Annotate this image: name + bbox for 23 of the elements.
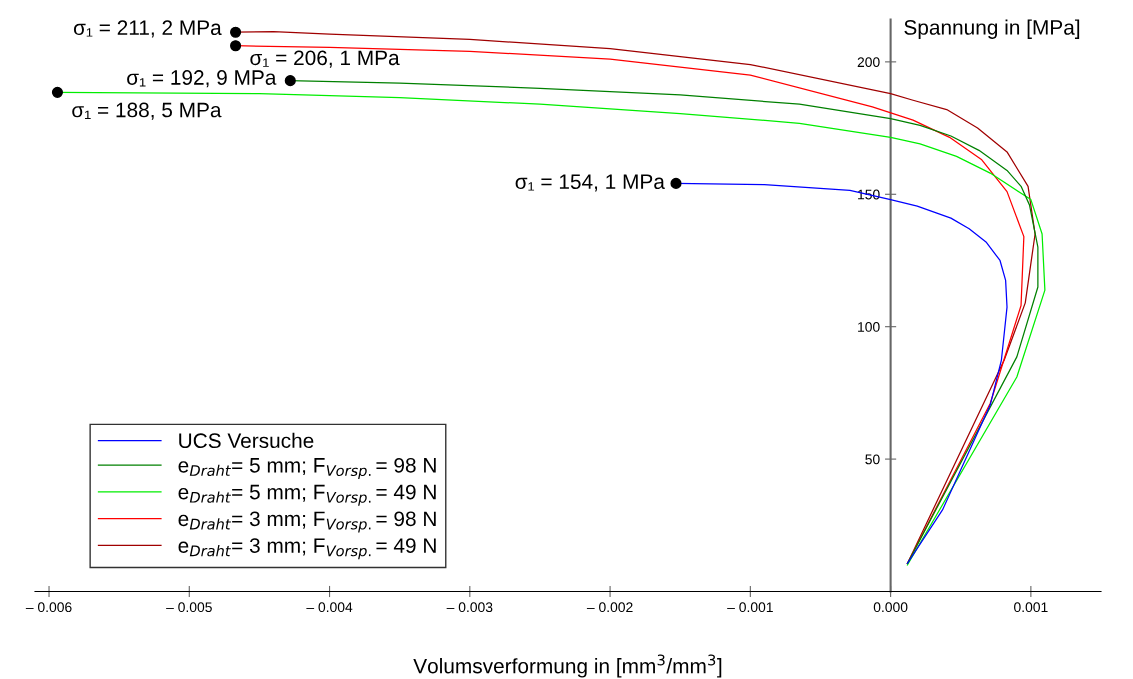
annotation: σ₁ = 211, 2 MPa	[73, 20, 222, 38]
x-tick-label: 0.000	[873, 602, 908, 613]
x-tick-label: – 0.003	[446, 602, 493, 613]
x-tick-label: – 0.004	[306, 602, 353, 613]
y-tick-label: 200	[857, 57, 880, 68]
legend-label: e$_{Draht}$= 5 mm; F$_{Vorsp.}$= 49 N	[178, 484, 436, 506]
legend-label: UCS Versuche	[179, 432, 314, 449]
legend-label: e$_{Draht}$= 3 mm; F$_{Vorsp.}$= 49 N	[178, 538, 436, 560]
y-tick-label: 100	[858, 322, 880, 332]
annotation: σ₁ = 188, 5 MPa	[72, 102, 222, 120]
x-tick-label: – 0.005	[166, 602, 212, 613]
x-tick-label: – 0.006	[25, 602, 72, 613]
y-tick-label: 50	[865, 454, 880, 465]
x-tick-label: – 0.002	[586, 602, 633, 613]
legend-label: e$_{Draht}$= 5 mm; F$_{Vorsp.}$= 98 N	[178, 457, 436, 479]
x-axis-title: Volumsverformung in [mm$^{3}$/mm$^{3}$]	[413, 654, 722, 678]
annotation: σ₁ = 206, 1 MPa	[250, 50, 400, 68]
annotation: σ₁ = 192, 9 MPa	[127, 70, 277, 88]
y-axis-title: Spannung in [MPa]	[904, 19, 1080, 39]
x-tick-label: – 0.001	[727, 602, 773, 613]
annotation: σ₁ = 154, 1 MPa	[515, 174, 665, 192]
x-tick-label: 0.001	[1014, 602, 1048, 613]
legend-label: e$_{Draht}$= 3 mm; F$_{Vorsp.}$= 98 N	[178, 511, 436, 533]
